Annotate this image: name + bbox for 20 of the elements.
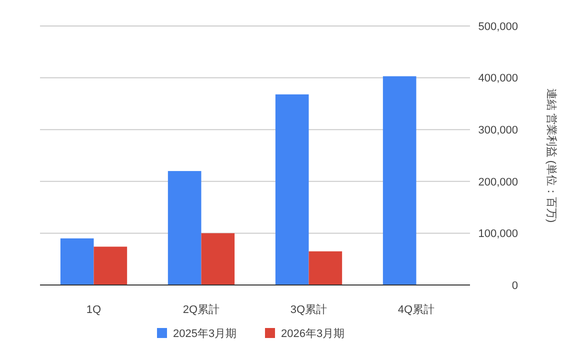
y-tick-label: 100,000	[478, 228, 518, 240]
y-tick-label: 300,000	[478, 124, 518, 136]
x-tick-label: 1Q	[86, 304, 102, 316]
legend-label: 2026年3月期	[281, 328, 345, 340]
bar	[60, 238, 94, 285]
bar	[201, 233, 235, 285]
x-tick-label: 3Q累計	[290, 303, 328, 316]
y-tick-label: 500,000	[478, 20, 518, 33]
bar	[382, 76, 416, 285]
x-tick-label: 2Q累計	[182, 303, 220, 316]
bar	[94, 246, 128, 285]
bar	[168, 171, 202, 285]
y-tick-label: 200,000	[478, 176, 518, 188]
y-tick-label: 0	[512, 280, 518, 292]
bar	[275, 94, 309, 285]
x-tick-label: 4Q累計	[398, 303, 435, 316]
y-axis-title: 連結 営業利益 (単位：百万)	[545, 88, 558, 223]
y-tick-label: 400,000	[478, 72, 518, 85]
legend-label: 2025年3月期	[173, 328, 237, 340]
bar	[308, 251, 342, 285]
